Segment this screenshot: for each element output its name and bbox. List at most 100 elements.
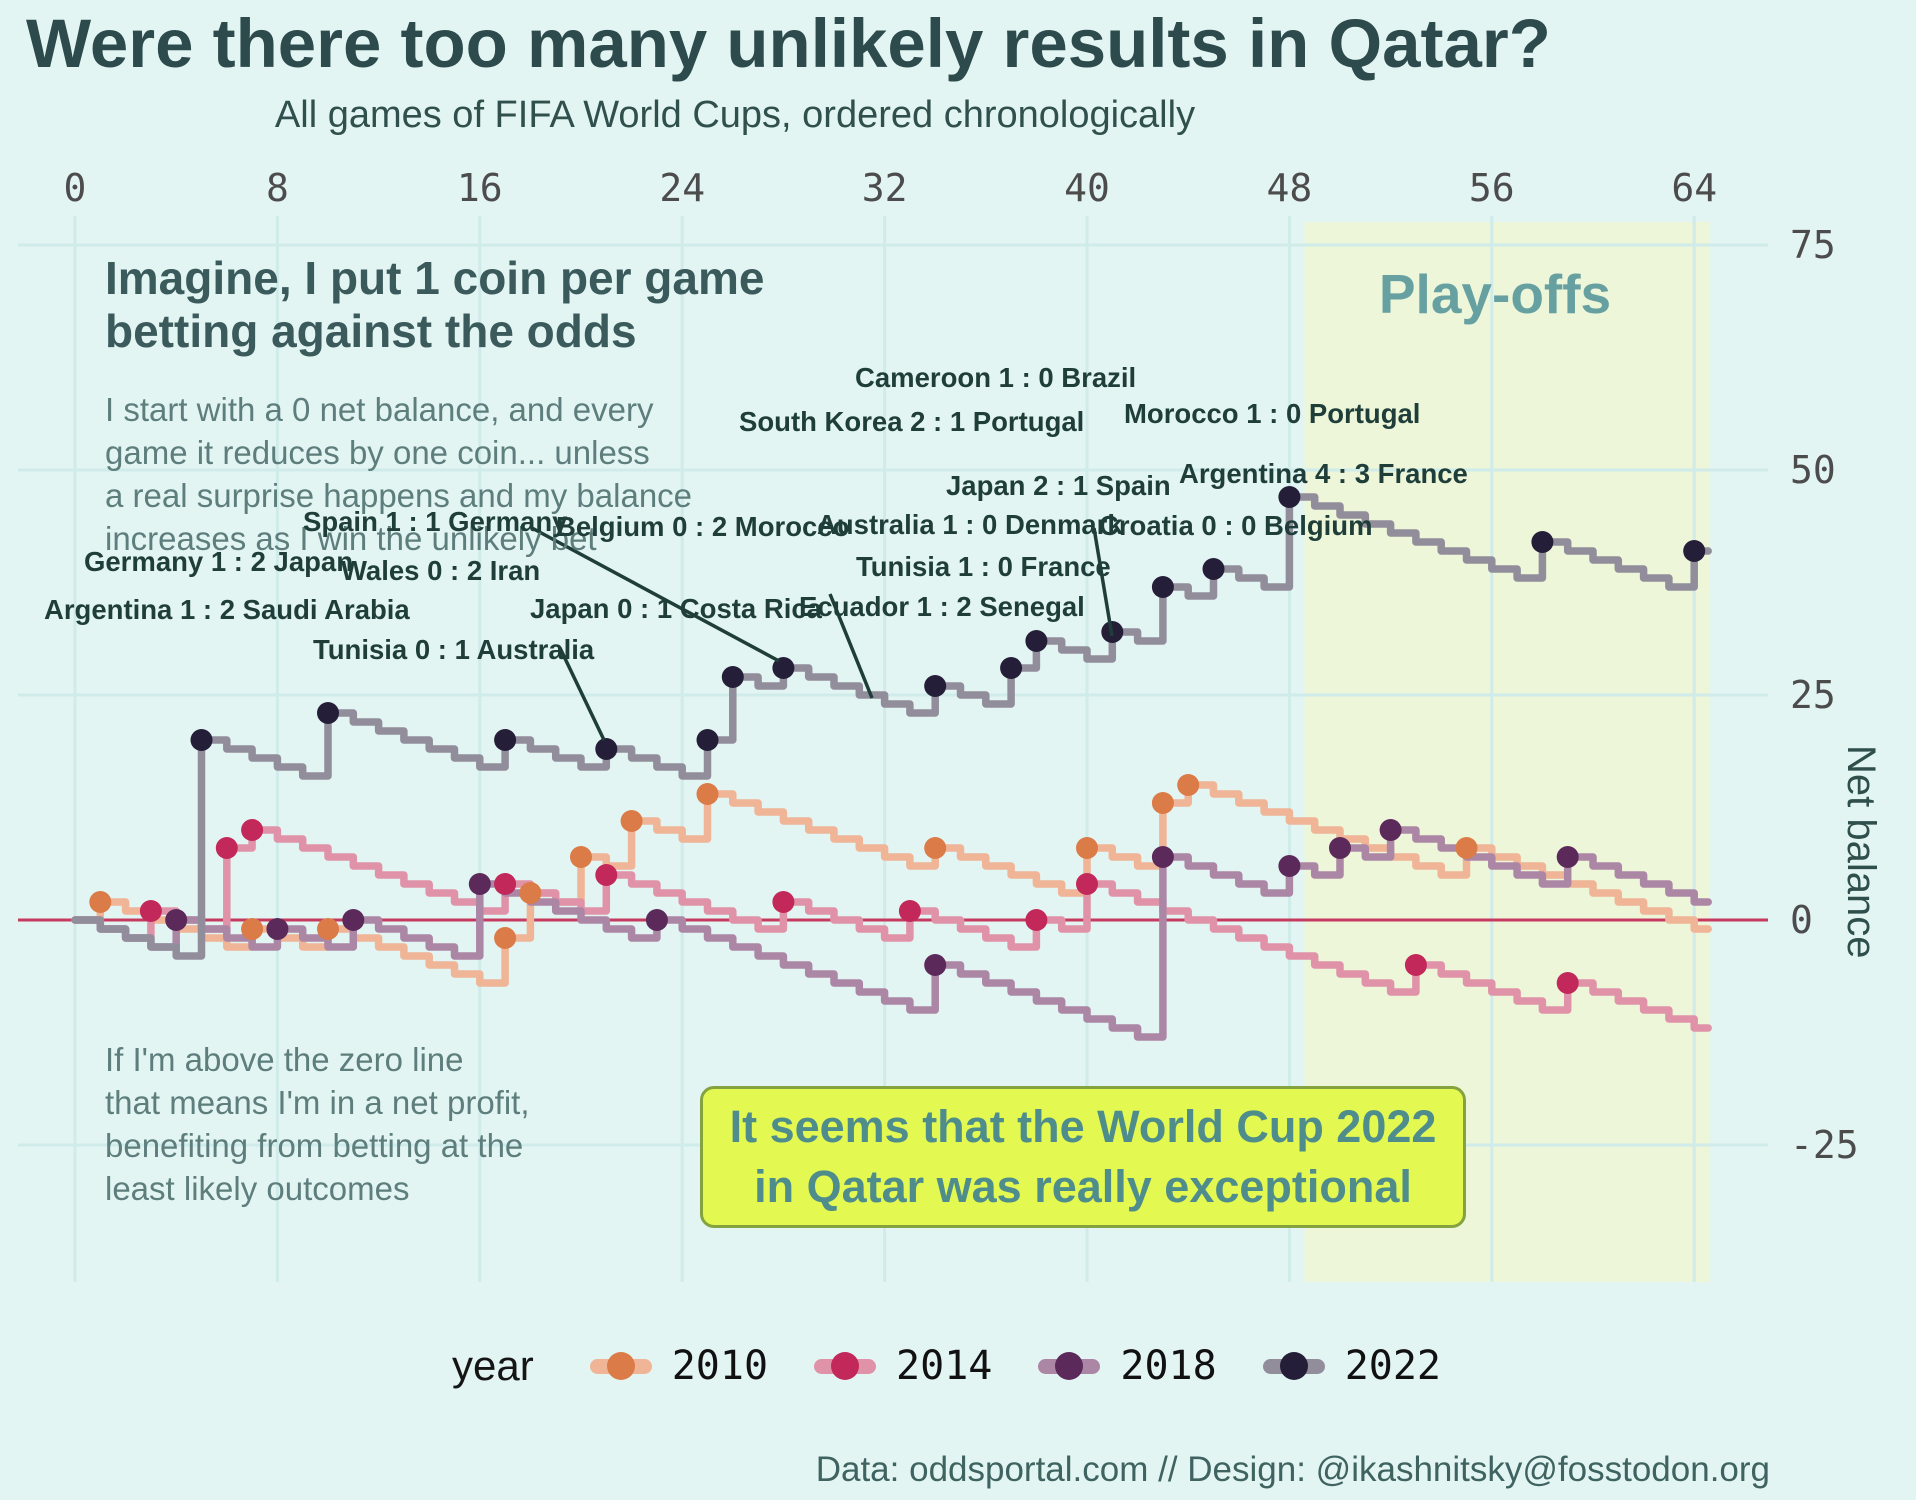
annotation-game-result: Argentina 1 : 2 Saudi Arabia bbox=[44, 594, 410, 625]
text-line: least likely outcomes bbox=[105, 1170, 410, 1207]
surprise-dot-2018 bbox=[1556, 846, 1579, 868]
surprise-dot-2010 bbox=[696, 783, 719, 805]
legend-dot-icon bbox=[606, 1352, 635, 1380]
text-line: increases as I win the unlikely bet bbox=[105, 520, 597, 557]
surprise-dot-2010 bbox=[519, 882, 542, 904]
series-line-2022 bbox=[71, 493, 1712, 960]
surprise-dot-2018 bbox=[165, 909, 188, 931]
surprise-dot-2022 bbox=[1278, 486, 1301, 508]
surprise-dot-2022 bbox=[317, 702, 339, 724]
surprise-dot-2022 bbox=[494, 729, 517, 751]
annotation-game-result: Ecuador 1 : 2 Senegal bbox=[799, 591, 1085, 622]
annotation-leader bbox=[531, 526, 780, 663]
x-tick-label: 56 bbox=[1469, 166, 1515, 210]
annotation-leader bbox=[828, 593, 874, 699]
surprise-dot-2014 bbox=[215, 837, 238, 859]
y-axis-title: Net balance bbox=[1839, 745, 1883, 959]
text-line: betting against the odds bbox=[105, 305, 637, 357]
surprise-dot-2022 bbox=[1531, 531, 1554, 553]
y-tick-label: 50 bbox=[1790, 448, 1836, 492]
note-intro: I start with a 0 net balance, and every g… bbox=[105, 388, 692, 560]
x-tick-label: 24 bbox=[659, 166, 705, 210]
text-line: If I'm above the zero line bbox=[105, 1041, 464, 1078]
credits-footer: Data: oddsportal.com // Design: @ikashni… bbox=[815, 1450, 1770, 1489]
x-tick-label: 48 bbox=[1267, 166, 1313, 210]
surprise-dot-2018 bbox=[1329, 837, 1351, 859]
surprise-dot-2022 bbox=[1025, 630, 1048, 652]
x-tick-label: 16 bbox=[457, 166, 503, 210]
annotation-game-result: Morocco 1 : 0 Portugal bbox=[1124, 398, 1421, 429]
highlight-callout: It seems that the World Cup 2022 in Qatar… bbox=[700, 1086, 1466, 1228]
text-line: game it reduces by one coin... unless bbox=[105, 434, 650, 471]
legend-dot-icon bbox=[1279, 1352, 1308, 1380]
series-line-2014 bbox=[71, 826, 1712, 1032]
annotation-leader bbox=[1092, 527, 1114, 637]
surprise-dot-2022 bbox=[1202, 558, 1225, 580]
legend-title: year bbox=[452, 1342, 534, 1389]
surprise-dot-2022 bbox=[696, 729, 719, 751]
annotation-game-result: Spain 1 : 1 Germany bbox=[303, 506, 568, 537]
text-line: a real surprise happens and my balance bbox=[105, 477, 693, 514]
surprise-dot-2018 bbox=[266, 918, 289, 940]
surprise-dot-2010 bbox=[1076, 837, 1098, 859]
surprise-dot-2010 bbox=[317, 918, 339, 940]
annotation-game-result: Argentina 4 : 3 France bbox=[1179, 458, 1468, 489]
surprise-dot-2014 bbox=[595, 864, 618, 886]
surprise-dot-2018 bbox=[645, 909, 668, 931]
surprise-dot-2018 bbox=[468, 873, 491, 895]
annotation-game-result: Japan 2 : 1 Spain bbox=[946, 470, 1171, 501]
x-tick-label: 40 bbox=[1064, 166, 1110, 210]
surprise-dot-2014 bbox=[139, 900, 162, 922]
surprise-dot-2010 bbox=[620, 810, 643, 832]
surprise-dot-2014 bbox=[1025, 909, 1048, 931]
surprise-dot-2014 bbox=[494, 873, 517, 895]
legend-dot-icon bbox=[831, 1352, 860, 1380]
playoffs-label: Play-offs bbox=[1378, 263, 1612, 325]
annotation-game-result: Belgium 0 : 2 Morocco bbox=[556, 511, 850, 542]
annotation-game-result: Australia 1 : 0 Denmark bbox=[817, 509, 1123, 540]
x-tick-label: 8 bbox=[266, 166, 289, 210]
legend-label: 2010 bbox=[671, 1343, 769, 1389]
surprise-dot-2010 bbox=[89, 891, 112, 913]
surprise-dot-2022 bbox=[190, 729, 213, 751]
annotation-game-result: Japan 0 : 1 Costa Rica bbox=[530, 593, 822, 624]
annotation-game-result: Croatia 0 : 0 Belgium bbox=[1099, 510, 1373, 541]
series-line-2018 bbox=[71, 826, 1712, 1041]
surprise-dot-2022 bbox=[595, 738, 618, 760]
page-title: Were there too many unlikely results in … bbox=[26, 5, 1551, 82]
surprise-dot-2014 bbox=[898, 900, 921, 922]
surprise-dot-2018 bbox=[1379, 819, 1402, 841]
legend-entry-2010: 2010 bbox=[589, 1343, 769, 1389]
surprise-dot-2010 bbox=[1455, 837, 1478, 859]
surprise-dot-2022 bbox=[924, 675, 947, 697]
y-tick-label: 75 bbox=[1790, 223, 1836, 267]
surprise-dot-2010 bbox=[241, 918, 264, 940]
legend-entry-2022: 2022 bbox=[1262, 1343, 1442, 1389]
x-tick-label: 0 bbox=[64, 166, 87, 210]
annotation-game-result: Tunisia 1 : 0 France bbox=[856, 551, 1111, 582]
annotation-game-result: Tunisia 0 : 1 Australia bbox=[313, 634, 595, 665]
annotation-leader bbox=[558, 647, 606, 741]
surprise-dot-2014 bbox=[772, 891, 795, 913]
note-zero-explainer: If I'm above the zero line that means I'm… bbox=[105, 1038, 530, 1210]
surprise-dot-2010 bbox=[1177, 774, 1200, 796]
legend-entry-2018: 2018 bbox=[1038, 1343, 1217, 1389]
note-heading: Imagine, I put 1 coin per game betting ag… bbox=[105, 252, 764, 358]
surprise-dot-2014 bbox=[1404, 954, 1427, 976]
annotation-game-result: Cameroon 1 : 0 Brazil bbox=[855, 362, 1137, 393]
surprise-dot-2018 bbox=[1278, 855, 1301, 877]
legend-label: 2022 bbox=[1344, 1343, 1442, 1389]
surprise-dot-2014 bbox=[1556, 972, 1579, 994]
annotation-game-result: Wales 0 : 2 Iran bbox=[341, 555, 541, 586]
surprise-dot-2022 bbox=[721, 666, 744, 688]
surprise-dot-2010 bbox=[570, 846, 592, 868]
legend: year 2010 2014 2018 2022 bbox=[452, 1336, 1441, 1396]
x-tick-label: 64 bbox=[1671, 166, 1717, 210]
y-tick-label: 0 bbox=[1790, 898, 1813, 942]
legend-swatch-icon bbox=[589, 1352, 652, 1380]
annotation-game-result: Germany 1 : 2 Japan bbox=[84, 546, 354, 577]
legend-label: 2014 bbox=[896, 1343, 993, 1389]
text-line: It seems that the World Cup 2022 bbox=[729, 1101, 1437, 1152]
